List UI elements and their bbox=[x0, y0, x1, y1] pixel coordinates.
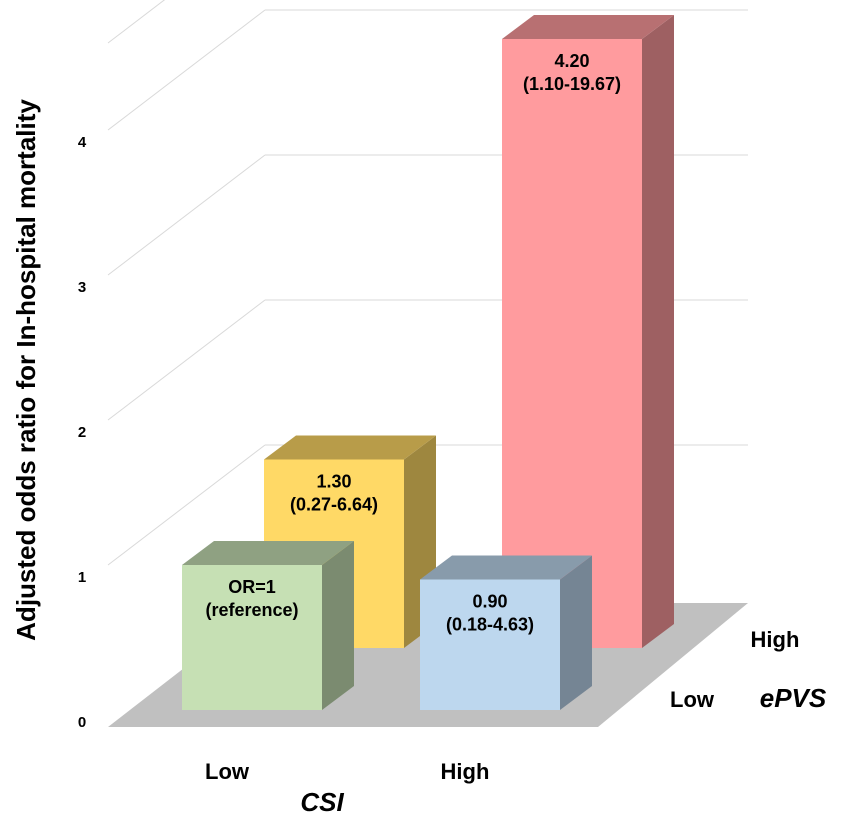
bar-top-low-csi-low-epvs bbox=[182, 541, 354, 565]
y-axis-label: Adjusted odds ratio for In-hospital mort… bbox=[11, 99, 41, 641]
y-tick-2: 2 bbox=[78, 424, 86, 441]
data-label-low-csi-low-epvs-1: (reference) bbox=[205, 600, 298, 620]
y-tick-0: 0 bbox=[78, 714, 86, 731]
data-label-high-csi-high-epvs-0: 4.20 bbox=[554, 51, 589, 71]
bars: 1.30 (0.27-6.64) 4.20 (1.10-19.67) OR=1 (refe… bbox=[182, 15, 674, 710]
x-axis-title: CSI bbox=[300, 787, 344, 817]
gridline-diag-1 bbox=[107, 444, 266, 566]
bar-low-csi-low-epvs: OR=1 (reference) bbox=[182, 541, 354, 710]
data-label-low-csi-high-epvs-0: 1.30 bbox=[316, 472, 351, 492]
bar-side-high-csi-low-epvs bbox=[560, 555, 592, 710]
x-category-low: Low bbox=[205, 759, 250, 784]
depth-axis-title: ePVS bbox=[760, 683, 827, 713]
y-tick-labels: 0 1 2 3 4 bbox=[78, 134, 87, 731]
y-tick-4: 4 bbox=[78, 134, 87, 151]
bar-high-csi-low-epvs: 0.90 (0.18-4.63) bbox=[420, 555, 592, 710]
y-tick-3: 3 bbox=[78, 279, 86, 296]
bar-top-high-csi-high-epvs bbox=[502, 15, 674, 39]
bar-side-low-csi-low-epvs bbox=[322, 541, 354, 710]
bar-top-low-csi-high-epvs bbox=[264, 435, 436, 460]
bar-top-high-csi-low-epvs bbox=[420, 555, 592, 580]
data-label-low-csi-low-epvs-0: OR=1 bbox=[228, 577, 276, 597]
bar-side-high-csi-high-epvs bbox=[642, 15, 674, 648]
depth-category-high: High bbox=[751, 627, 800, 652]
bar-front-high-csi-high-epvs bbox=[502, 39, 642, 648]
bar-front-low-csi-low-epvs bbox=[182, 565, 322, 710]
gridline-diag-4 bbox=[107, 9, 266, 131]
data-label-high-csi-low-epvs-0: 0.90 bbox=[472, 592, 507, 612]
gridline-diag-3 bbox=[107, 154, 266, 276]
data-label-low-csi-high-epvs-1: (0.27-6.64) bbox=[290, 495, 378, 515]
y-tick-1: 1 bbox=[78, 569, 86, 586]
data-label-high-csi-low-epvs-1: (0.18-4.63) bbox=[446, 615, 534, 635]
bar-front-high-csi-low-epvs bbox=[420, 579, 560, 710]
bar-high-csi-high-epvs: 4.20 (1.10-19.67) bbox=[502, 15, 674, 648]
depth-category-low: Low bbox=[670, 687, 715, 712]
gridline-diag-top bbox=[107, 0, 166, 44]
gridline-diag-2 bbox=[107, 299, 266, 421]
x-category-high: High bbox=[441, 759, 490, 784]
data-label-high-csi-high-epvs-1: (1.10-19.67) bbox=[523, 74, 621, 94]
